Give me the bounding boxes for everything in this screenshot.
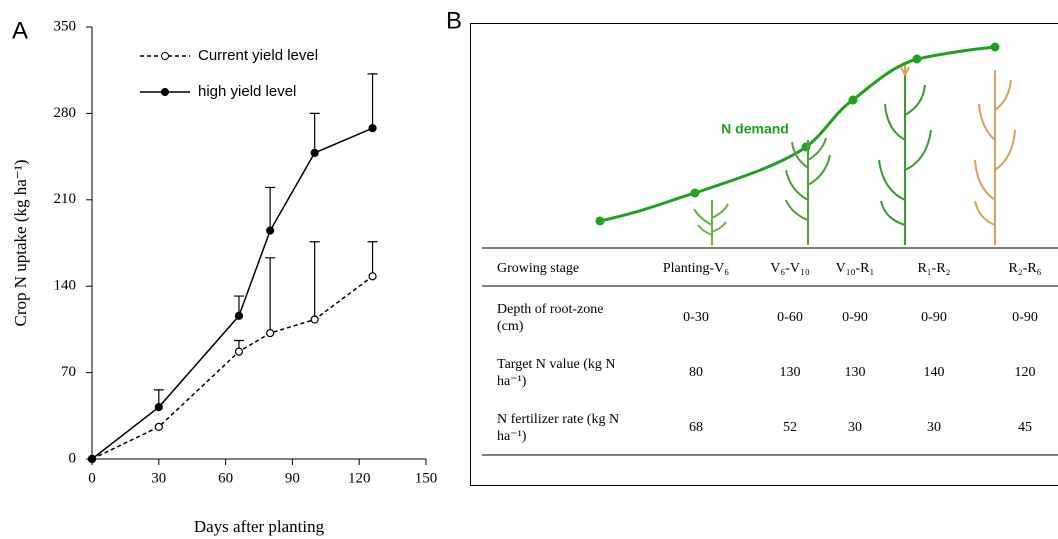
y-tick-label: 280	[54, 105, 77, 121]
panel-label: B	[446, 7, 462, 34]
table-cell: 0-90	[842, 310, 868, 325]
x-tick-label: 0	[88, 470, 96, 486]
table-header: R₂-R₆	[1008, 261, 1042, 276]
legend-marker	[161, 88, 169, 96]
data-point	[87, 454, 97, 464]
table-cell: 80	[689, 365, 703, 380]
error-bar	[367, 241, 378, 277]
table-cell: 0-90	[1012, 310, 1038, 325]
error-bar	[309, 112, 320, 153]
legend-label: Current yield level	[198, 47, 318, 64]
table-cell: 68	[689, 420, 703, 435]
table-cell: 0-30	[683, 310, 709, 325]
error-bar	[265, 257, 276, 334]
table-header: Growing stage	[497, 261, 580, 276]
curve-label: N demand	[721, 121, 789, 137]
y-tick-label: 210	[54, 191, 77, 207]
legend-marker	[161, 52, 169, 60]
table-header: V₆-V₁₀	[770, 261, 810, 276]
table-cell: 0-60	[777, 310, 803, 325]
table-cell: 30	[927, 420, 941, 435]
plant-icons	[693, 65, 1016, 245]
table-header: V₁₀-R₁	[835, 261, 875, 276]
x-tick-label: 150	[415, 470, 438, 486]
series-line	[91, 275, 374, 460]
data-point	[310, 148, 319, 157]
panel-label: A	[12, 17, 28, 44]
table-header: Planting-V₆	[662, 261, 730, 276]
table-cell: 30	[848, 420, 862, 435]
data-point	[368, 272, 377, 281]
curve-points	[595, 42, 1000, 226]
row-label: Target N value (kg N ha⁻¹)	[497, 357, 616, 389]
x-tick-label: 90	[285, 470, 300, 486]
x-tick-label: 30	[151, 470, 166, 486]
data-point	[266, 329, 275, 338]
error-bar	[367, 73, 378, 129]
x-tick-label: 60	[218, 470, 233, 486]
y-axis-title: Crop N uptake (kg ha⁻¹)	[11, 159, 30, 326]
row-label: N fertilizer rate (kg N ha⁻¹)	[497, 412, 620, 444]
legend-label: high yield level	[198, 83, 296, 100]
x-axis-title: Days after planting	[194, 517, 325, 536]
data-point	[266, 226, 275, 235]
data-point	[310, 315, 319, 324]
panel-b-frame	[470, 23, 1058, 486]
data-point	[154, 403, 163, 412]
data-point	[368, 124, 377, 133]
x-tick-label: 120	[348, 470, 371, 486]
y-tick-label: 350	[54, 18, 77, 34]
table-cell: 52	[783, 420, 797, 435]
table-cell: 140	[923, 365, 945, 380]
table-cell: 130	[779, 365, 801, 380]
table-cell: 120	[1014, 365, 1036, 380]
table-header: R₁-R₂	[917, 261, 951, 276]
y-tick-label: 70	[61, 364, 76, 380]
error-bar	[265, 186, 276, 231]
y-tick-label: 0	[69, 450, 77, 466]
table-cell: 45	[1018, 420, 1032, 435]
error-bar	[309, 241, 320, 320]
y-tick-label: 140	[54, 278, 77, 294]
row-label: Depth of root-zone (cm)	[497, 302, 604, 334]
data-point	[234, 347, 244, 356]
data-point	[234, 311, 244, 320]
table-cell: 130	[844, 365, 866, 380]
series-line	[91, 127, 373, 460]
data-point	[154, 422, 163, 432]
table-cell: 0-90	[921, 310, 947, 325]
n-demand-curve	[599, 45, 996, 223]
